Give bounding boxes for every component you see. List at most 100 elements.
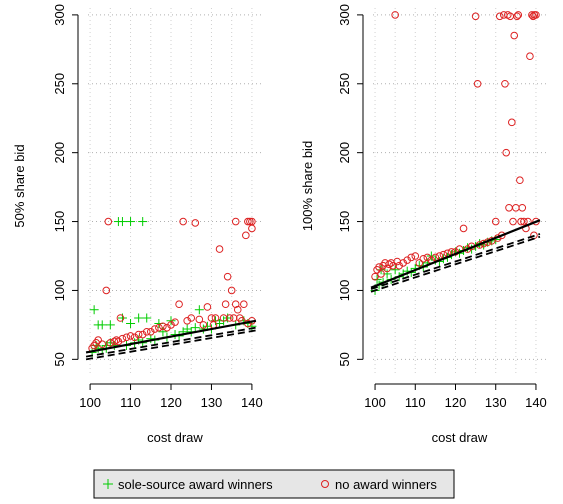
- point-circle: [242, 231, 250, 240]
- point-circle: [211, 314, 220, 322]
- y-tick-label: 250: [52, 73, 67, 95]
- point-circle: [528, 11, 536, 19]
- point-circle: [215, 245, 224, 253]
- point-circle: [225, 314, 234, 322]
- point-circle: [389, 261, 397, 270]
- point-plus: [97, 320, 107, 330]
- point-circle: [512, 203, 520, 212]
- fit-line-dashed: [85, 329, 257, 361]
- point-circle: [175, 300, 183, 309]
- point-circle: [513, 12, 521, 21]
- point-plus: [142, 313, 152, 323]
- point-circle: [520, 217, 528, 226]
- point-circle: [393, 257, 401, 266]
- y-tick-label: 100: [52, 280, 67, 302]
- point-circle: [431, 253, 440, 262]
- x-axis-title: cost draw: [147, 430, 203, 445]
- point-circle: [516, 176, 524, 185]
- point-circle: [510, 31, 519, 40]
- y-tick-label: 200: [337, 142, 352, 164]
- legend-item: sole-source award winners: [103, 477, 273, 492]
- point-circle: [122, 333, 131, 342]
- point-circle: [509, 217, 517, 226]
- point-circle: [411, 252, 420, 260]
- point-circle: [248, 224, 256, 233]
- point-circle: [375, 263, 383, 271]
- y-tick-label: 300: [52, 4, 67, 26]
- point-circle: [473, 79, 482, 88]
- point-circle: [459, 224, 468, 233]
- point-circle: [518, 203, 527, 212]
- point-circle: [155, 323, 163, 332]
- point-circle: [126, 332, 135, 340]
- point-circle: [151, 325, 159, 333]
- legend-label: sole-source award winners: [118, 477, 273, 492]
- y-tick-label: 150: [337, 211, 352, 233]
- legend-circle-icon: [321, 480, 329, 488]
- point-circle: [207, 314, 216, 322]
- point-circle: [187, 314, 196, 322]
- y-tick-label: 50: [52, 352, 67, 366]
- point-circle: [118, 334, 127, 343]
- y-tick-label: 50: [337, 352, 352, 366]
- point-circle: [415, 259, 424, 267]
- point-circle: [526, 52, 534, 61]
- point-plus: [166, 316, 176, 326]
- point-circle: [244, 217, 252, 226]
- x-tick-label: 130: [485, 395, 507, 410]
- point-circle: [142, 327, 151, 336]
- x-tick-label: 120: [160, 395, 182, 410]
- point-circle: [497, 231, 506, 240]
- fit-line-solid: [85, 319, 257, 354]
- point-circle: [391, 11, 399, 19]
- x-tick-label: 130: [201, 395, 223, 410]
- point-plus: [146, 334, 156, 344]
- point-circle: [501, 79, 509, 88]
- x-tick-label: 140: [525, 395, 547, 410]
- point-circle: [231, 217, 240, 226]
- point-plus: [134, 313, 144, 323]
- point-circle: [159, 322, 167, 331]
- point-plus: [138, 217, 148, 227]
- point-circle: [505, 203, 513, 212]
- point-circle: [419, 254, 428, 263]
- point-circle: [104, 217, 113, 226]
- point-circle: [240, 300, 248, 309]
- right-chart-panel: 50 100 150 200 250 300 100 110 120 130 140 cost dra…: [300, 4, 547, 445]
- y-axis-title: 100% share bid: [300, 141, 315, 231]
- y-tick-label: 300: [337, 4, 352, 26]
- point-circle: [191, 219, 200, 227]
- legend: sole-source award winners no award winner…: [93, 469, 455, 499]
- point-circle: [246, 217, 254, 226]
- point-circle: [223, 272, 232, 281]
- point-circle: [179, 217, 187, 226]
- point-circle: [199, 321, 208, 329]
- point-circle: [219, 314, 228, 322]
- point-plus: [126, 319, 136, 329]
- point-plus: [117, 217, 127, 227]
- point-plus: [426, 251, 436, 261]
- point-circle: [195, 315, 204, 324]
- point-plus: [158, 327, 168, 337]
- point-plus: [126, 217, 136, 227]
- point-circle: [171, 318, 179, 326]
- point-circle: [110, 337, 119, 346]
- point-circle: [229, 314, 238, 322]
- point-circle: [134, 330, 143, 339]
- legend-item: no award winners: [321, 477, 437, 492]
- legend-label: no award winners: [335, 477, 437, 492]
- x-tick-label: 120: [445, 395, 467, 410]
- x-tick-label: 110: [405, 395, 426, 410]
- point-circle: [385, 260, 393, 269]
- point-plus: [190, 323, 200, 333]
- point-circle: [407, 253, 416, 262]
- point-circle: [508, 118, 516, 127]
- point-circle: [203, 303, 212, 311]
- y-tick-label: 100: [337, 280, 352, 302]
- legend-items: sole-source award winners no award winner…: [103, 477, 437, 492]
- x-tick-label: 140: [241, 395, 263, 410]
- point-circle: [491, 217, 500, 226]
- point-circle: [514, 11, 523, 19]
